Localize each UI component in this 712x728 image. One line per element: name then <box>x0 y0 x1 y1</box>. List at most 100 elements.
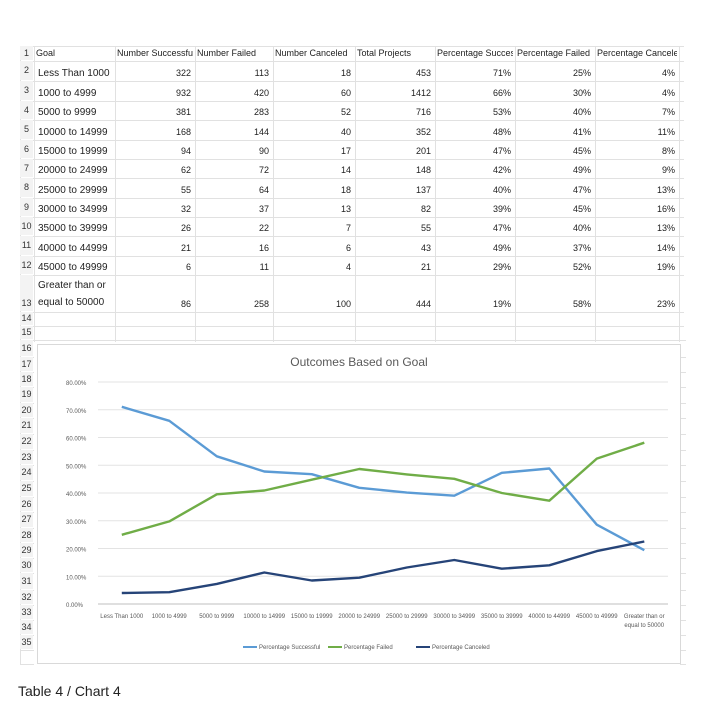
row-header-24[interactable]: 24 <box>20 465 33 480</box>
data-point-percentage-canceled[interactable] <box>358 576 361 579</box>
data-point-percentage-failed[interactable] <box>453 477 456 480</box>
table-cell[interactable]: 47% <box>492 223 511 233</box>
table-cell[interactable]: 52% <box>572 262 591 272</box>
data-point-percentage-canceled[interactable] <box>120 591 123 594</box>
goal-cell[interactable]: 20000 to 24999 <box>38 165 108 176</box>
table-cell[interactable]: 37 <box>258 204 269 214</box>
row-header-9[interactable]: 9 <box>20 198 33 216</box>
header-percentage-canceled[interactable]: Percentage Canceled <box>597 48 677 58</box>
table-cell[interactable]: 30% <box>572 88 591 98</box>
row-header-28[interactable]: 28 <box>20 528 33 542</box>
data-point-percentage-successful[interactable] <box>548 467 551 470</box>
table-cell[interactable]: 381 <box>175 107 191 117</box>
data-point-percentage-successful[interactable] <box>643 549 646 552</box>
table-cell[interactable]: 932 <box>175 88 191 98</box>
table-cell[interactable]: 47% <box>572 185 591 195</box>
table-cell[interactable]: 18 <box>340 185 351 195</box>
data-point-percentage-failed[interactable] <box>168 520 171 523</box>
table-cell[interactable]: 60 <box>340 88 351 98</box>
goal-cell[interactable]: 25000 to 29999 <box>38 185 108 196</box>
table-cell[interactable]: 64 <box>258 185 269 195</box>
table-cell[interactable]: 352 <box>415 127 431 137</box>
table-cell[interactable]: 82 <box>420 204 431 214</box>
row-header-26[interactable]: 26 <box>20 497 33 511</box>
header-percentage-successful[interactable]: Percentage Successful <box>437 48 513 58</box>
table-cell[interactable]: 58% <box>572 299 591 309</box>
table-cell[interactable]: 148 <box>415 165 431 175</box>
table-cell[interactable]: 55 <box>180 185 191 195</box>
table-cell[interactable]: 19% <box>492 299 511 309</box>
table-cell[interactable]: 7% <box>661 107 675 117</box>
series-line-percentage-failed[interactable] <box>121 441 645 536</box>
table-cell[interactable]: 40 <box>340 127 351 137</box>
table-cell[interactable]: 716 <box>415 107 431 117</box>
table-cell[interactable]: 100 <box>335 299 351 309</box>
table-cell[interactable]: 49% <box>492 243 511 253</box>
row-header-1[interactable]: 1 <box>20 46 33 60</box>
data-point-percentage-successful[interactable] <box>120 405 123 408</box>
data-point-percentage-canceled[interactable] <box>310 579 313 582</box>
table-cell[interactable]: 21 <box>180 243 191 253</box>
row-header-18[interactable]: 18 <box>20 372 33 386</box>
row-header-32[interactable]: 32 <box>20 590 33 604</box>
data-point-percentage-failed[interactable] <box>215 493 218 496</box>
table-cell[interactable]: 25% <box>572 68 591 78</box>
table-cell[interactable]: 37% <box>572 243 591 253</box>
data-point-percentage-canceled[interactable] <box>168 591 171 594</box>
header-goal[interactable]: Goal <box>36 48 56 58</box>
table-cell[interactable]: 39% <box>492 204 511 214</box>
row-header-4[interactable]: 4 <box>20 101 33 119</box>
row-header-17[interactable]: 17 <box>20 357 33 371</box>
data-point-percentage-canceled[interactable] <box>263 571 266 574</box>
data-point-percentage-failed[interactable] <box>500 492 503 495</box>
row-header-20[interactable]: 20 <box>20 403 33 417</box>
data-point-percentage-failed[interactable] <box>310 478 313 481</box>
table-cell[interactable]: 13% <box>656 223 675 233</box>
data-point-percentage-canceled[interactable] <box>405 566 408 569</box>
table-cell[interactable]: 72 <box>258 165 269 175</box>
data-point-percentage-failed[interactable] <box>120 533 123 536</box>
row-header-29[interactable]: 29 <box>20 543 33 557</box>
table-cell[interactable]: 11 <box>259 262 269 272</box>
header-number-canceled[interactable]: Number Canceled <box>275 48 348 58</box>
row-header-31[interactable]: 31 <box>20 573 33 589</box>
table-cell[interactable]: 4 <box>345 262 351 272</box>
header-percentage-failed[interactable]: Percentage Failed <box>517 48 591 58</box>
data-point-percentage-canceled[interactable] <box>595 550 598 553</box>
table-cell[interactable]: 19% <box>656 262 675 272</box>
table-cell[interactable]: 62 <box>180 165 191 175</box>
table-cell[interactable]: 26 <box>180 223 191 233</box>
row-header-14[interactable]: 14 <box>20 312 33 325</box>
data-point-percentage-successful[interactable] <box>358 486 361 489</box>
row-header-11[interactable]: 11 <box>20 236 33 255</box>
row-header-35[interactable]: 35 <box>20 635 33 649</box>
table-cell[interactable]: 4% <box>661 68 675 78</box>
goal-cell[interactable]: Less Than 1000 <box>38 68 110 79</box>
data-point-percentage-successful[interactable] <box>168 419 171 422</box>
chart-container[interactable]: 0.00% 10.00% 20.00% 30.00% 40.00% 50.00% 60.00… <box>37 344 681 664</box>
data-point-percentage-successful[interactable] <box>500 471 503 474</box>
table-cell[interactable]: 40% <box>572 223 591 233</box>
goal-cell[interactable]: 1000 to 4999 <box>38 88 97 99</box>
table-cell[interactable]: 6 <box>345 243 351 253</box>
table-cell[interactable]: 41% <box>572 127 591 137</box>
table-cell[interactable]: 49% <box>572 165 591 175</box>
row-header-3[interactable]: 3 <box>20 81 33 100</box>
header-number-failed[interactable]: Number Failed <box>197 48 257 58</box>
series-line-percentage-canceled[interactable] <box>121 540 645 595</box>
data-point-percentage-failed[interactable] <box>358 467 361 470</box>
row-header-5[interactable]: 5 <box>20 120 33 139</box>
data-point-percentage-failed[interactable] <box>405 473 408 476</box>
table-cell[interactable]: 66% <box>492 88 511 98</box>
table-cell[interactable]: 7 <box>345 223 351 233</box>
table-cell[interactable]: 6 <box>185 262 191 272</box>
row-header-30[interactable]: 30 <box>20 558 33 572</box>
table-cell[interactable]: 55 <box>420 223 431 233</box>
table-cell[interactable]: 322 <box>175 68 191 78</box>
table-cell[interactable]: 32 <box>180 204 191 214</box>
table-cell[interactable]: 13 <box>340 204 351 214</box>
row-header-22[interactable]: 22 <box>20 434 33 449</box>
row-header-19[interactable]: 19 <box>20 387 33 402</box>
table-cell[interactable]: 444 <box>415 299 431 309</box>
table-cell[interactable]: 40% <box>492 185 511 195</box>
